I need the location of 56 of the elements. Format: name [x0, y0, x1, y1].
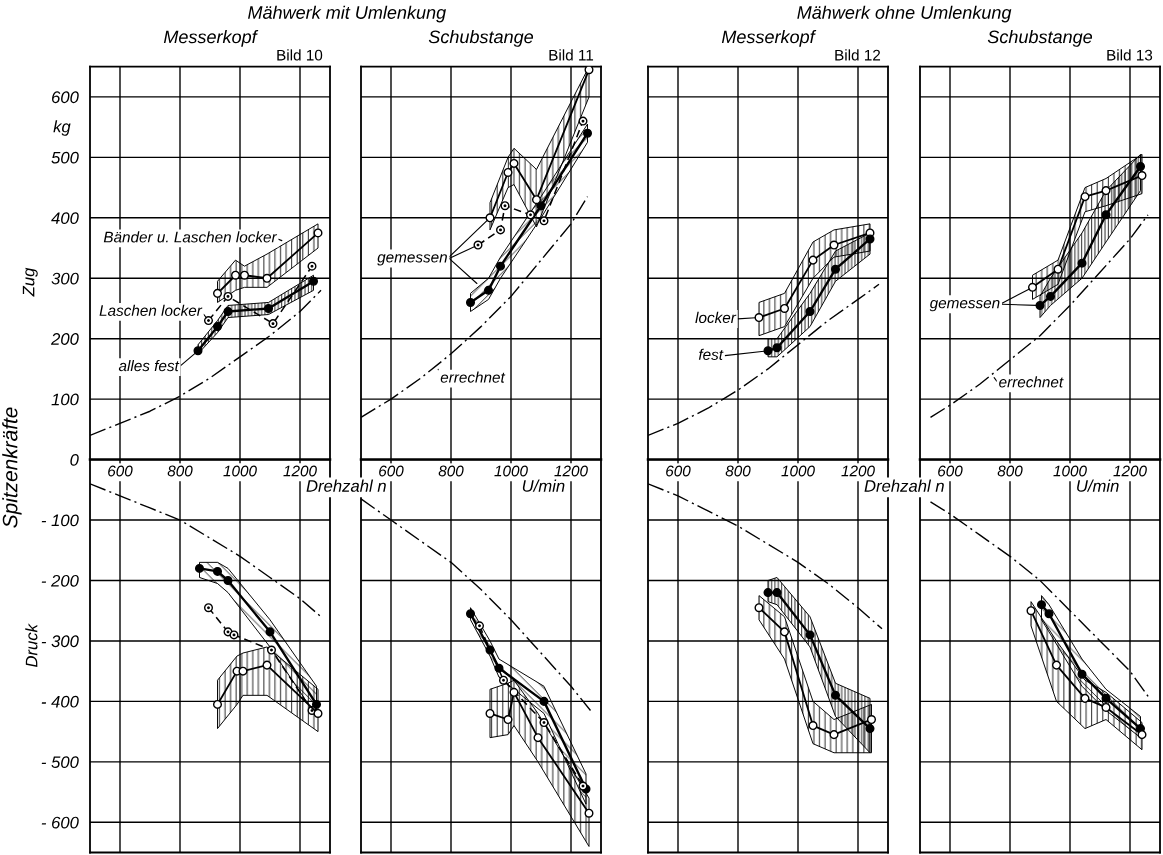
- x-tick-label: 1000: [223, 465, 257, 477]
- x-tick-label: 600: [938, 465, 963, 477]
- x-tick-label: 800: [997, 465, 1023, 477]
- text: Mähwerk ohne Umlenkung: [797, 5, 1012, 23]
- x-axis-title: Drehzahl n: [864, 479, 944, 492]
- annotation: Bänder u. Laschen locker: [103, 231, 278, 243]
- annotation: Laschen locker: [99, 304, 203, 316]
- y-tick-label: - 200: [41, 574, 79, 587]
- x-axis-title: U/min: [522, 479, 565, 492]
- y-tick-label: 0: [70, 454, 79, 466]
- chart-title: Schubstange: [987, 30, 1093, 47]
- x-tick-label: 1000: [1053, 465, 1087, 477]
- annotation: errechnet: [999, 376, 1064, 388]
- y-tick-label: 400: [51, 212, 79, 225]
- x-axis-title: U/min: [1077, 479, 1119, 492]
- x-tick-label: 1200: [283, 465, 317, 477]
- x-tick-label: 1200: [1113, 465, 1147, 477]
- chart-title: Messerkopf: [721, 30, 817, 47]
- y-tick-label: 100: [51, 393, 79, 406]
- y-tick-label: 200: [50, 333, 79, 345]
- x-tick-label: 1200: [841, 465, 875, 477]
- y-tick-label: 300: [51, 272, 79, 285]
- text: Mähwerk mit Umlenkung: [248, 5, 446, 23]
- y-tick-label: - 100: [41, 514, 79, 527]
- chart-subtitle: Bild 11: [549, 49, 594, 61]
- annotation: alles fest: [118, 359, 180, 372]
- x-tick-label: 600: [108, 465, 133, 477]
- text: Zug: [22, 267, 38, 297]
- annotation: locker: [695, 311, 737, 324]
- y-tick-label: - 300: [41, 635, 79, 648]
- y-tick-label: - 600: [41, 816, 79, 829]
- x-tick-label: 800: [438, 465, 464, 477]
- chart-title: Schubstange: [428, 30, 534, 47]
- annotation: gemessen: [377, 254, 447, 266]
- chart-title: Messerkopf: [163, 30, 259, 47]
- chart-subtitle: Bild 13: [1107, 49, 1153, 61]
- chart-subtitle: Bild 10: [277, 49, 323, 61]
- annotation: fest: [698, 348, 724, 360]
- annotation: errechnet: [440, 371, 506, 383]
- x-tick-label: 1000: [781, 465, 815, 477]
- chart-subtitle: Bild 12: [835, 49, 881, 61]
- y-tick-label: - 400: [41, 695, 79, 708]
- x-tick-label: 600: [666, 465, 691, 477]
- y-tick-label: - 500: [41, 756, 79, 769]
- text: Druck: [25, 623, 38, 668]
- x-axis-title: Drehzahl n: [306, 479, 386, 492]
- annotation: gemessen: [929, 299, 1000, 312]
- x-tick-label: 1200: [554, 465, 588, 477]
- y-tick-label: 500: [51, 151, 79, 164]
- y-axis-title: Spitzenkräfte: [2, 407, 22, 528]
- x-tick-label: 800: [725, 465, 751, 477]
- text: kg: [53, 120, 71, 136]
- x-tick-label: 600: [379, 465, 404, 477]
- x-tick-label: 800: [167, 465, 193, 477]
- y-tick-label: 600: [52, 91, 79, 104]
- x-tick-label: 1000: [494, 465, 528, 477]
